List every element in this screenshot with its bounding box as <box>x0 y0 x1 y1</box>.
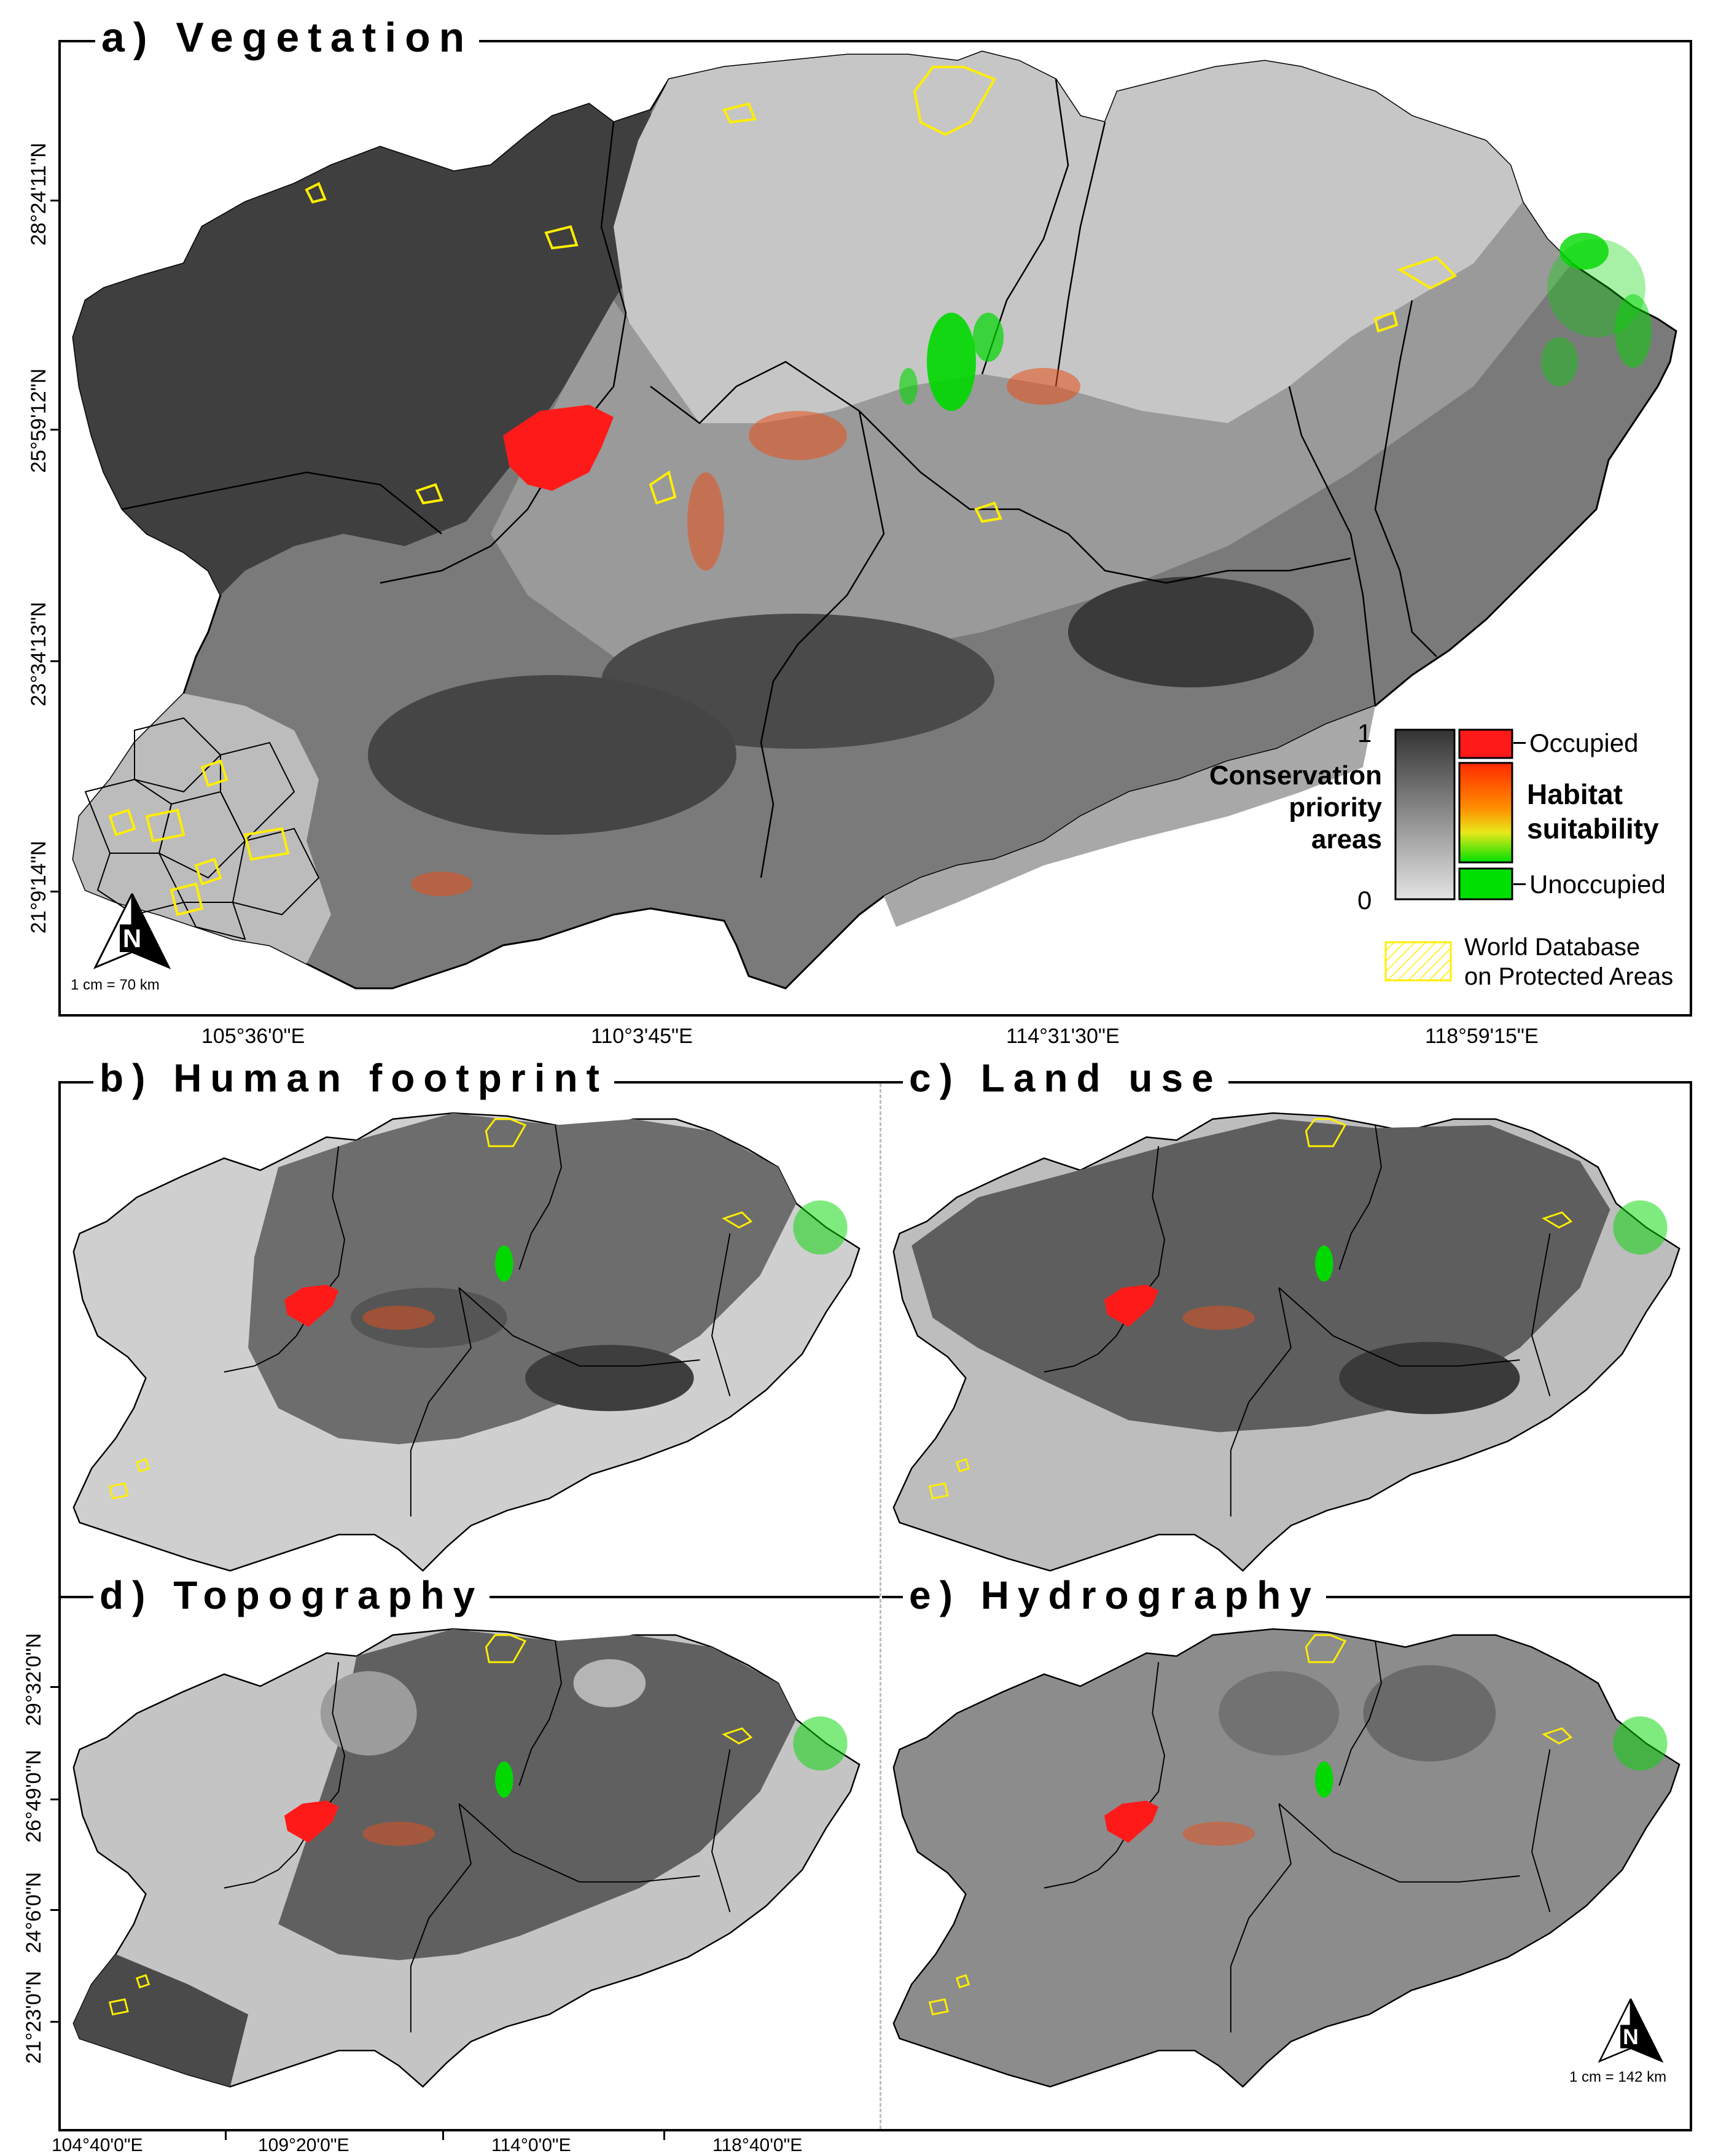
legend-connector <box>1513 742 1526 744</box>
mid-grey-central-band <box>491 202 1572 669</box>
land-use-map <box>892 1112 1680 1572</box>
top-lat-label-1: 28°24'11"N <box>27 143 50 246</box>
top-lon-label-1: 105°36'0"E <box>201 1025 305 1048</box>
hydrography-map <box>892 1628 1680 2088</box>
unoccupied-suitability-east <box>899 233 1652 411</box>
top-lat-tick <box>50 200 59 201</box>
bottom-lon-tick <box>225 2131 227 2140</box>
dark-patch-guangxi <box>368 675 736 835</box>
bottom-lon-tick <box>442 2131 444 2140</box>
wdpa-label-line-2: on Protected Areas <box>1464 963 1674 990</box>
bottom-lat-label-2: 26°49'0"N <box>22 1749 45 1843</box>
top-lat-tick <box>50 660 59 662</box>
north-arrow-letter: N <box>1623 2025 1639 2049</box>
suitability-title-line-1: Habitat <box>1527 778 1623 810</box>
north-arrow-icon: N <box>93 893 171 969</box>
topography-map <box>72 1628 861 2088</box>
bottom-lon-tick <box>663 2131 665 2140</box>
priority-title-line-3: areas <box>1311 824 1382 854</box>
panel-a-title: a) Vegetation <box>95 14 480 61</box>
occupied-core <box>503 405 614 491</box>
suitability-gradient-bar <box>1458 762 1513 864</box>
bottom-lat-tick <box>50 1686 59 1688</box>
priority-title-line-1: Conservation <box>1209 760 1382 791</box>
bottom-lon-label-4: 118°40'0"E <box>712 2135 803 2155</box>
light-north-central-area <box>614 52 1523 423</box>
human-footprint-map <box>72 1112 861 1572</box>
southwest-light-area <box>73 693 331 964</box>
bottom-lat-tick <box>50 1909 59 1911</box>
bottom-lat-label-1: 29°32'0"N <box>22 1633 45 1726</box>
top-lat-tick <box>50 429 59 431</box>
wdpa-hatch-swatch <box>1384 941 1452 982</box>
priority-min-label: 0 <box>1357 886 1372 915</box>
bottom-lon-label-2: 109°20'0"E <box>258 2135 349 2155</box>
southwest-admin-units <box>84 717 320 940</box>
suitability-title-line-2: suitability <box>1527 813 1659 845</box>
dark-patch-southeast <box>1068 577 1314 687</box>
occupied-label: Occupied <box>1529 728 1639 757</box>
north-arrow-letter: N <box>123 924 141 953</box>
panel-e-title: e) Hydrography <box>903 1572 1326 1618</box>
top-lon-label-2: 110°3'45"E <box>591 1025 693 1048</box>
top-lat-label-4: 21°9'14"N <box>27 840 50 934</box>
panel-d-title: d) Topography <box>93 1572 490 1618</box>
bottom-vertical-divider <box>880 1084 881 2129</box>
unoccupied-swatch <box>1458 867 1513 900</box>
bottom-lon-label-1: 104°40'0"E <box>52 2135 143 2155</box>
panel-b-title: b) Human footprint <box>93 1055 614 1101</box>
priority-gradient-bar <box>1394 728 1456 900</box>
panel-c-title: c) Land use <box>903 1055 1228 1101</box>
top-lon-label-3: 114°31'30"E <box>1006 1025 1120 1048</box>
bottom-lat-label-3: 24°6'0"N <box>22 1872 45 1953</box>
bottom-lat-tick <box>50 2021 59 2023</box>
top-lon-label-4: 118°59'15"E <box>1425 1025 1539 1048</box>
north-arrow-icon: N <box>1598 1998 1664 2063</box>
bottom-lon-label-3: 114°0'0"E <box>491 2135 571 2155</box>
vegetation-map <box>72 50 1677 990</box>
occupied-swatch <box>1458 728 1513 759</box>
top-lat-label-3: 23°34'13"N <box>27 601 50 706</box>
dark-western-area <box>73 104 663 595</box>
priority-max-label: 1 <box>1357 719 1372 748</box>
priority-title-line-2: priority <box>1289 792 1382 822</box>
top-lat-tick <box>50 891 59 892</box>
top-scale-label: 1 cm = 70 km <box>71 977 160 993</box>
unoccupied-label: Unoccupied <box>1529 870 1666 899</box>
wdpa-label-line-1: World Database <box>1464 934 1641 961</box>
bottom-scale-label: 1 cm = 142 km <box>1569 2069 1667 2085</box>
coastal-light-strip <box>884 706 1375 927</box>
protected-areas <box>108 66 1458 916</box>
legend-connector <box>1513 883 1526 885</box>
top-lat-label-2: 25°59'12"N <box>27 368 50 473</box>
suitability-scatter <box>411 368 1080 896</box>
bottom-lat-tick <box>50 1799 59 1800</box>
bottom-lat-label-4: 21°23'0"N <box>22 1970 45 2064</box>
